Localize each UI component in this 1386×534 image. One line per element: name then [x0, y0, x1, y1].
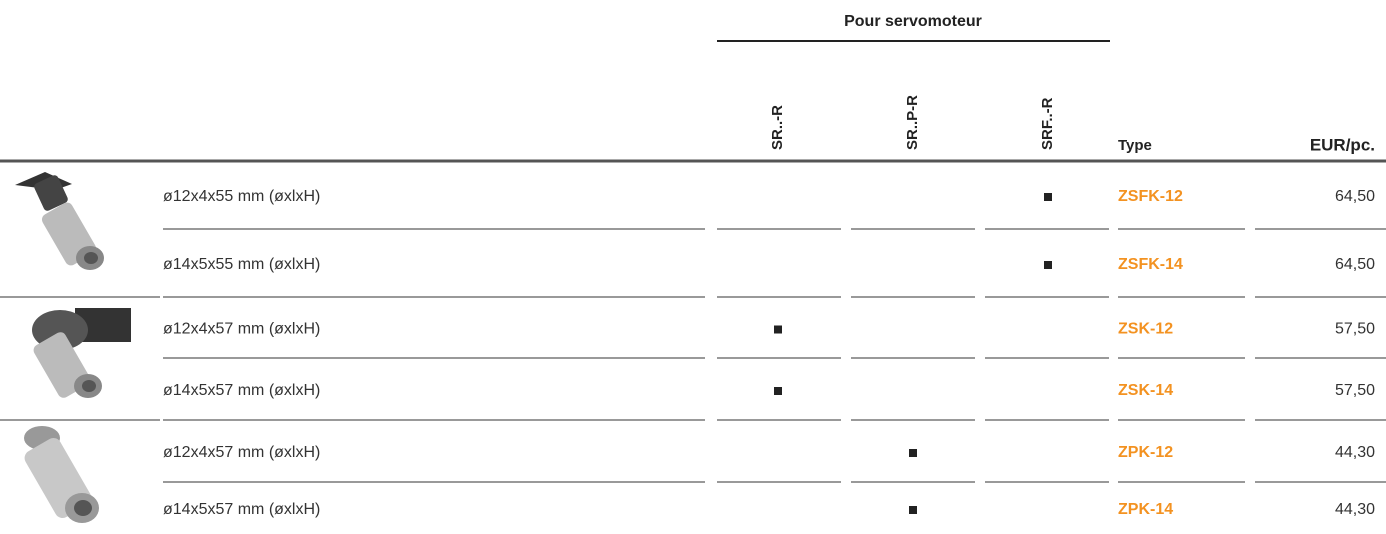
price: 57,50 — [1335, 321, 1375, 338]
type-code: ZSFK-14 — [1118, 256, 1183, 273]
fit-marker — [774, 387, 782, 395]
description: ø12x4x57 mm (øxlxH) — [163, 321, 320, 338]
price-header: EUR/pc. — [1310, 135, 1375, 154]
product-image — [24, 426, 99, 523]
type-code: ZSK-12 — [1118, 321, 1173, 338]
price: 64,50 — [1335, 256, 1375, 273]
price: 44,30 — [1335, 501, 1375, 518]
fit-marker — [909, 449, 917, 457]
type-code: ZSFK-12 — [1118, 188, 1183, 205]
fit-marker — [1044, 261, 1052, 269]
fit-marker — [1044, 193, 1052, 201]
type-code: ZPK-12 — [1118, 444, 1173, 461]
product-image — [32, 308, 131, 398]
description: ø14x5x57 mm (øxlxH) — [163, 501, 320, 518]
product-image — [15, 172, 104, 270]
description: ø14x5x57 mm (øxlxH) — [163, 382, 320, 399]
column-header: SR..-R — [769, 105, 786, 150]
description: ø12x4x55 mm (øxlxH) — [163, 188, 320, 205]
type-code: ZSK-14 — [1118, 382, 1173, 399]
description: ø12x4x57 mm (øxlxH) — [163, 444, 320, 461]
fit-marker — [774, 325, 782, 334]
column-header: SRF..-R — [1039, 97, 1056, 150]
description: ø14x5x55 mm (øxlxH) — [163, 256, 320, 273]
group-title: Pour servomoteur — [844, 13, 982, 30]
type-code: ZPK-14 — [1118, 501, 1173, 518]
price: 44,30 — [1335, 444, 1375, 461]
column-header: SR..P-R — [904, 95, 921, 150]
price: 57,50 — [1335, 382, 1375, 399]
price: 64,50 — [1335, 188, 1375, 205]
fit-marker — [909, 506, 917, 514]
type-header: Type — [1118, 137, 1152, 154]
